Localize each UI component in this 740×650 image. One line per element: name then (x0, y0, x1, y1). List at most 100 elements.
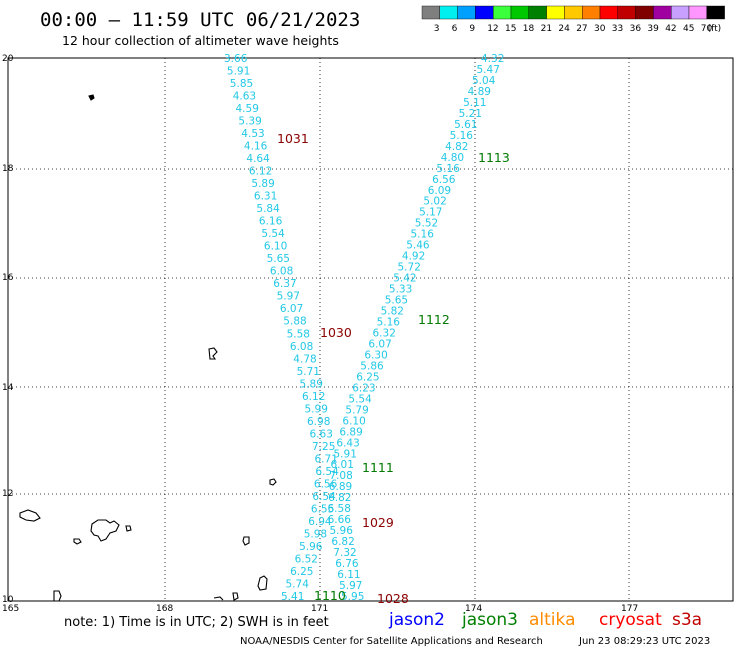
legend-swatch-4 (493, 5, 512, 20)
satellite-legend: jason2 jason3 altika cryosat s3a (388, 610, 702, 630)
latitude-labels: 20 18 16 14 12 10 (2, 54, 14, 605)
east-track-value: 5.61 (454, 119, 477, 131)
legend-swatch-5 (510, 5, 529, 20)
legend-swatch-3 (475, 5, 494, 20)
west-track-value: 4.53 (241, 128, 264, 140)
east-track-value: 5.95 (341, 591, 364, 603)
east-track-value: 6.89 (329, 481, 352, 493)
east-track-value: 5.52 (415, 218, 438, 230)
east-track-value: 5.16 (450, 130, 474, 142)
longitude-labels: 165 168 171 174 177 (2, 604, 638, 614)
east-track-value: 5.16 (377, 317, 401, 329)
east-track-value: 5.96 (330, 525, 354, 537)
east-track-value: 6.32 (373, 328, 396, 340)
west-track-value: 5.88 (283, 316, 306, 328)
west-track-value: 5.41 (281, 591, 304, 603)
lat-label-12: 12 (2, 489, 13, 499)
west-track-value: 4.59 (236, 103, 259, 115)
west-track-value: 6.55 (311, 503, 334, 515)
legend-swatch-6 (528, 5, 547, 20)
east-track-value: 7.32 (333, 547, 356, 559)
island-south-3 (232, 592, 239, 601)
west-track-value: 6.54 (315, 466, 339, 478)
west-track-value: 5.71 (297, 366, 320, 378)
east-track-value: 6.30 (364, 349, 387, 361)
west-track-value: 5.74 (286, 579, 310, 591)
legend-swatch-2 (457, 5, 476, 20)
legend-swatch-8 (564, 5, 583, 20)
west-track-value: 6.54 (312, 491, 336, 503)
pass-label-1029: 1029 (362, 515, 394, 530)
east-track-value: 6.07 (368, 339, 391, 351)
island-central-1 (242, 536, 250, 546)
east-track-value: 4.89 (468, 86, 491, 98)
lon-label-165: 165 (2, 604, 19, 614)
island-west-2 (90, 519, 120, 542)
island-mid (208, 347, 218, 360)
east-track-value: 5.04 (472, 75, 496, 87)
west-track-value: 5.65 (267, 253, 290, 265)
pass-label-1110: 1110 (314, 588, 346, 603)
lat-label-16: 16 (2, 273, 14, 283)
legend-swatch-12 (635, 5, 654, 20)
west-track-value: 5.54 (261, 228, 285, 240)
east-track-value: 6.10 (342, 415, 365, 427)
legend-label-1: 6 (452, 24, 458, 34)
legend-swatch-9 (582, 5, 601, 20)
east-track-value: 4.92 (402, 251, 425, 263)
west-track-value: 6.98 (307, 416, 330, 428)
pass-labels: 1031 1113 1030 1112 1111 1029 1110 1028 (277, 131, 510, 606)
west-track-value: 5.39 (238, 116, 261, 128)
lat-label-20: 20 (2, 54, 14, 64)
legend-swatch-14 (671, 5, 690, 20)
island-central-2 (257, 575, 268, 591)
east-track-value: 5.42 (393, 273, 416, 285)
east-track-value: 5.72 (398, 262, 421, 274)
east-track-value: 5.16 (411, 229, 435, 241)
west-track-value: 3.66 (224, 53, 248, 65)
west-track-value: 4.64 (246, 153, 270, 165)
east-track-value: 5.97 (339, 580, 362, 592)
satellite-jason2: jason2 (388, 610, 445, 630)
legend-label-0: 3 (434, 24, 440, 34)
west-track-value: 4.16 (244, 141, 268, 153)
east-track-value: 7.08 (329, 470, 352, 482)
legend-label-10: 33 (612, 24, 623, 34)
west-track-value: 6.08 (270, 266, 293, 278)
satellite-cryosat: cryosat (599, 610, 662, 630)
east-track-value: 5.17 (419, 207, 442, 219)
east-track-value: 5.65 (385, 295, 408, 307)
west-track-value: 6.10 (264, 241, 287, 253)
west-track-value: 6.56 (314, 478, 338, 490)
east-track-value: 6.82 (331, 536, 354, 548)
west-track-value: 4.78 (293, 353, 316, 365)
east-track-labels: 4.325.475.044.895.115.215.615.164.824.80… (328, 53, 505, 603)
west-track-value: 5.96 (299, 541, 323, 553)
west-track-value: 5.89 (300, 378, 323, 390)
legend-label-7: 24 (558, 24, 570, 34)
lon-label-177: 177 (621, 604, 638, 614)
legend-swatch-11 (617, 5, 636, 20)
pass-label-1030: 1030 (320, 325, 352, 340)
west-track-value: 6.12 (302, 391, 325, 403)
west-track-value: 6.12 (249, 166, 272, 178)
satellite-s3a: s3a (672, 610, 702, 630)
footer-timestamp: Jun 23 08:29:23 UTC 2023 (578, 636, 710, 647)
legend-swatch-10 (599, 5, 618, 20)
west-track-value: 5.91 (227, 66, 250, 78)
map-title: 00:00 — 11:59 UTC 06/21/2023 (40, 9, 360, 31)
lon-label-171: 171 (311, 604, 328, 614)
lat-label-14: 14 (2, 383, 14, 393)
west-track-value: 6.52 (295, 554, 318, 566)
map-frame (7, 57, 734, 602)
island-small (269, 478, 277, 486)
east-track-value: 6.01 (331, 459, 354, 471)
west-track-value: 6.63 (310, 428, 333, 440)
east-track-value: 5.33 (389, 284, 412, 296)
east-track-value: 6.89 (339, 426, 362, 438)
footer-note: note: 1) Time is in UTC; 2) SWH is in fe… (64, 615, 329, 630)
legend-label-8: 27 (576, 24, 587, 34)
east-track-value: 4.80 (441, 152, 464, 164)
east-track-value: 4.82 (445, 141, 468, 153)
